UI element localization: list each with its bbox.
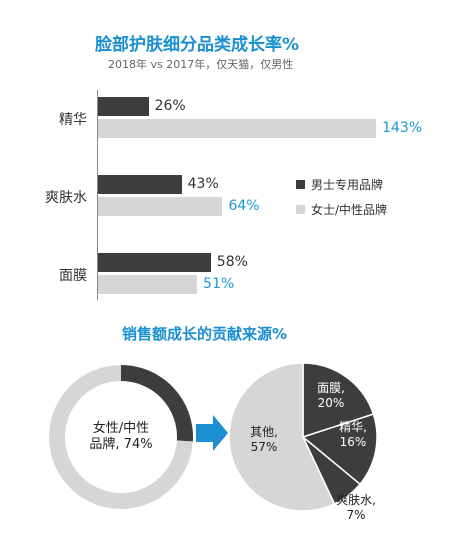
pie-slice-label: 爽肤水, 7% [336,492,376,522]
bar-female [98,275,198,294]
pie-slice [228,362,336,512]
data-label: 64% [228,198,260,214]
data-label: 58% [216,254,248,270]
chart-subtitle: 2018年 vs 2017年，仅天猫，仅男性 [108,58,294,71]
data-label: 43% [187,176,219,192]
bar-male [98,253,211,272]
legend-label-male: 男士专用品牌 [311,178,384,192]
bar-male [98,97,149,116]
legend-label-female: 女士/中性品牌 [311,203,388,217]
chart-title: 脸部护肤细分品类成长率% [95,35,300,55]
data-label: 26% [154,98,186,114]
pie-slice-label: 面膜, 20% [317,381,345,410]
donut-slice-male [121,365,193,442]
pie-slice [302,362,375,439]
legend-item-female: 女士/中性品牌 [296,201,387,218]
section-title: 销售额成长的贡献来源% [122,325,288,343]
bar-male [98,175,182,194]
data-label: 51% [203,276,235,292]
legend-swatch-male [296,180,305,189]
donut-center-label: 女性/中性品牌, 74% [89,420,152,452]
pie-slice [301,413,378,486]
bar-chart: 精华 26% 143% 爽肤水 43% 64% 面膜 58% 51% [45,90,423,300]
pie-slice-label: 其他, 57% [250,425,278,454]
legend-item-male: 男士专用品牌 [296,176,387,193]
category-label: 爽肤水 [45,190,87,206]
category-label: 精华 [59,112,87,128]
arrow-right-icon [196,415,228,451]
bar-female [98,119,377,138]
y-axis-line [97,90,98,300]
data-label: 143% [382,120,423,136]
pie-slice-label: 精华, 16% [339,420,367,449]
bar-female [98,197,223,216]
legend-swatch-female [296,205,305,214]
category-label: 面膜 [59,268,87,284]
legend: 男士专用品牌 女士/中性品牌 [296,176,387,218]
